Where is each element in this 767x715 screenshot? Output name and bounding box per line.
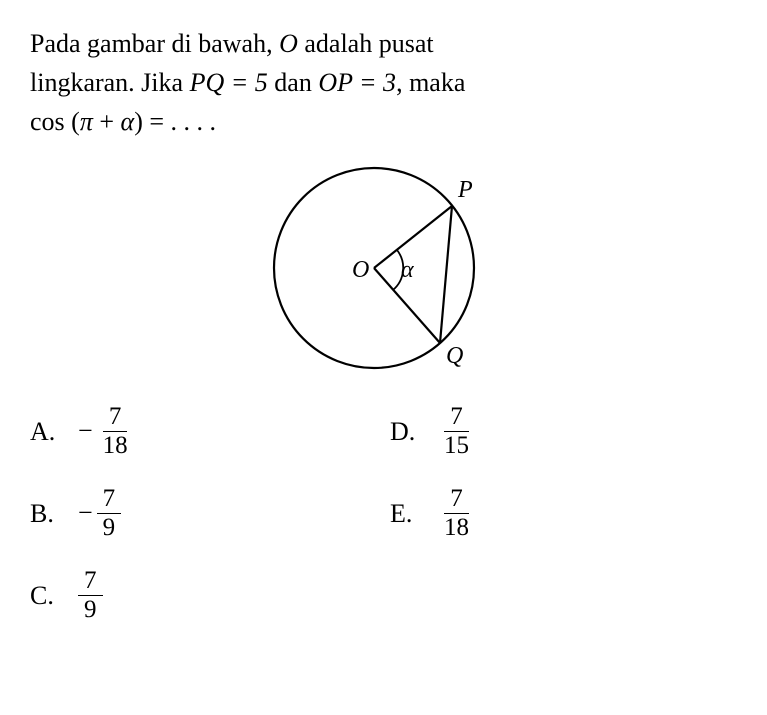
problem-line-2: lingkaran. Jika PQ = 5 dan OP = 3, maka xyxy=(30,63,737,102)
option-B: B. − 7 9 xyxy=(30,485,230,541)
label-O: O xyxy=(352,257,369,283)
options-col-left: A. − 7 18 B. − 7 9 C. xyxy=(30,403,230,623)
fraction: 7 18 xyxy=(97,403,134,459)
pi: π xyxy=(80,107,93,136)
option-value: 7 9 xyxy=(78,567,103,623)
text: , maka xyxy=(396,68,465,97)
option-C: C. 7 9 xyxy=(30,567,230,623)
numerator: 7 xyxy=(444,403,469,432)
problem-line-3: cos (π + α) = . . . . xyxy=(30,102,737,141)
text: lingkaran. Jika xyxy=(30,68,190,97)
option-value: − 7 9 xyxy=(78,485,121,541)
options-col-right: D. 7 15 E. 7 18 xyxy=(390,403,590,623)
diagram-svg: O α P Q xyxy=(254,153,514,385)
eq-pq: PQ = 5 xyxy=(190,68,268,97)
denominator: 9 xyxy=(78,596,103,624)
option-letter: A. xyxy=(30,412,60,451)
option-value: 7 15 xyxy=(438,403,475,459)
answer-options: A. − 7 18 B. − 7 9 C. xyxy=(30,403,737,623)
option-E: E. 7 18 xyxy=(390,485,590,541)
option-letter: D. xyxy=(390,412,420,451)
option-value: − 7 18 xyxy=(78,403,134,459)
fraction: 7 18 xyxy=(438,485,475,541)
var-O: O xyxy=(279,29,298,58)
problem-line-1: Pada gambar di bawah, O adalah pusat xyxy=(30,24,737,63)
text: adalah pusat xyxy=(298,29,434,58)
plus: + xyxy=(93,107,121,136)
denominator: 18 xyxy=(97,432,134,460)
circle-diagram: O α P Q xyxy=(30,153,737,385)
option-letter: B. xyxy=(30,494,60,533)
denominator: 9 xyxy=(97,514,122,542)
option-letter: E. xyxy=(390,494,420,533)
text: dan xyxy=(268,68,319,97)
text: Pada gambar di bawah, xyxy=(30,29,279,58)
label-P: P xyxy=(457,177,473,203)
option-letter: C. xyxy=(30,576,60,615)
numerator: 7 xyxy=(97,485,122,514)
problem-statement: Pada gambar di bawah, O adalah pusat lin… xyxy=(30,24,737,141)
fraction: 7 9 xyxy=(97,485,122,541)
numerator: 7 xyxy=(103,403,128,432)
numerator: 7 xyxy=(444,485,469,514)
option-A: A. − 7 18 xyxy=(30,403,230,459)
text: cos ( xyxy=(30,107,80,136)
option-value: 7 18 xyxy=(438,485,475,541)
fraction: 7 15 xyxy=(438,403,475,459)
minus-sign: − xyxy=(78,411,93,450)
minus-sign: − xyxy=(78,493,93,532)
denominator: 18 xyxy=(438,514,475,542)
denominator: 15 xyxy=(438,432,475,460)
label-alpha: α xyxy=(401,257,414,283)
numerator: 7 xyxy=(78,567,103,596)
eq-op: OP = 3 xyxy=(318,68,396,97)
line-PQ xyxy=(440,206,452,343)
label-Q: Q xyxy=(446,343,463,369)
text: ) = . . . . xyxy=(134,107,216,136)
alpha: α xyxy=(121,107,135,136)
fraction: 7 9 xyxy=(78,567,103,623)
option-D: D. 7 15 xyxy=(390,403,590,459)
